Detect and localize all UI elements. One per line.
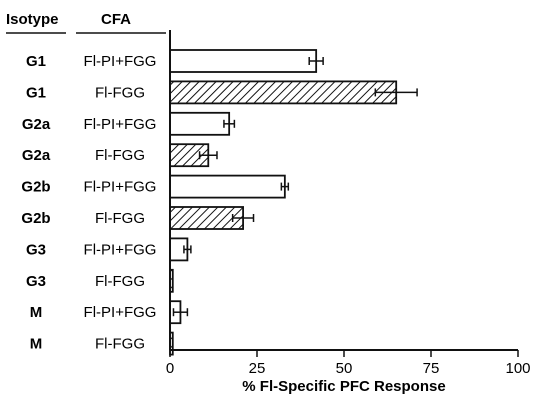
isotype-label: M	[30, 304, 43, 321]
cfa-label: Fl-FGG	[95, 210, 145, 227]
isotype-label: G2a	[22, 116, 51, 133]
x-tick-label: 0	[166, 360, 174, 377]
isotype-label: G3	[26, 241, 46, 258]
bar	[169, 49, 318, 73]
cfa-header: CFA	[101, 11, 131, 28]
isotype-label: G2b	[21, 210, 50, 227]
isotype-label: G1	[26, 84, 46, 101]
cfa-label: Fl-PI+FGG	[84, 53, 157, 70]
bar-rows: G1 Fl-PI+FGG G1 Fl-FGG G2a Fl-PI+FGG G2a Fl-FGG…	[21, 49, 418, 356]
cfa-label: Fl-PI+FGG	[84, 179, 157, 196]
bar	[169, 111, 231, 136]
isotype-label: G3	[26, 273, 46, 290]
x-axis-ticks: 0 25 50 75 100	[166, 350, 531, 377]
bar	[169, 80, 398, 105]
cfa-label: Fl-FGG	[95, 84, 145, 101]
cfa-label: Fl-FGG	[95, 336, 145, 353]
bar	[169, 174, 286, 199]
x-axis-label: % Fl-Specific PFC Response	[242, 378, 445, 395]
cfa-label: Fl-FGG	[95, 147, 145, 164]
cfa-label: Fl-FGG	[95, 273, 145, 290]
x-tick-label: 100	[505, 360, 530, 377]
isotype-label: M	[30, 336, 43, 353]
isotype-header: Isotype	[6, 11, 59, 28]
isotype-label: G2a	[22, 147, 51, 164]
cfa-label: Fl-PI+FGG	[84, 241, 157, 258]
cfa-label: Fl-PI+FGG	[84, 304, 157, 321]
x-tick-label: 75	[423, 360, 440, 377]
cfa-label: Fl-PI+FGG	[84, 116, 157, 133]
isotype-label: G2b	[21, 179, 50, 196]
isotype-label: G1	[26, 53, 46, 70]
x-tick-label: 25	[249, 360, 266, 377]
x-tick-label: 50	[336, 360, 353, 377]
